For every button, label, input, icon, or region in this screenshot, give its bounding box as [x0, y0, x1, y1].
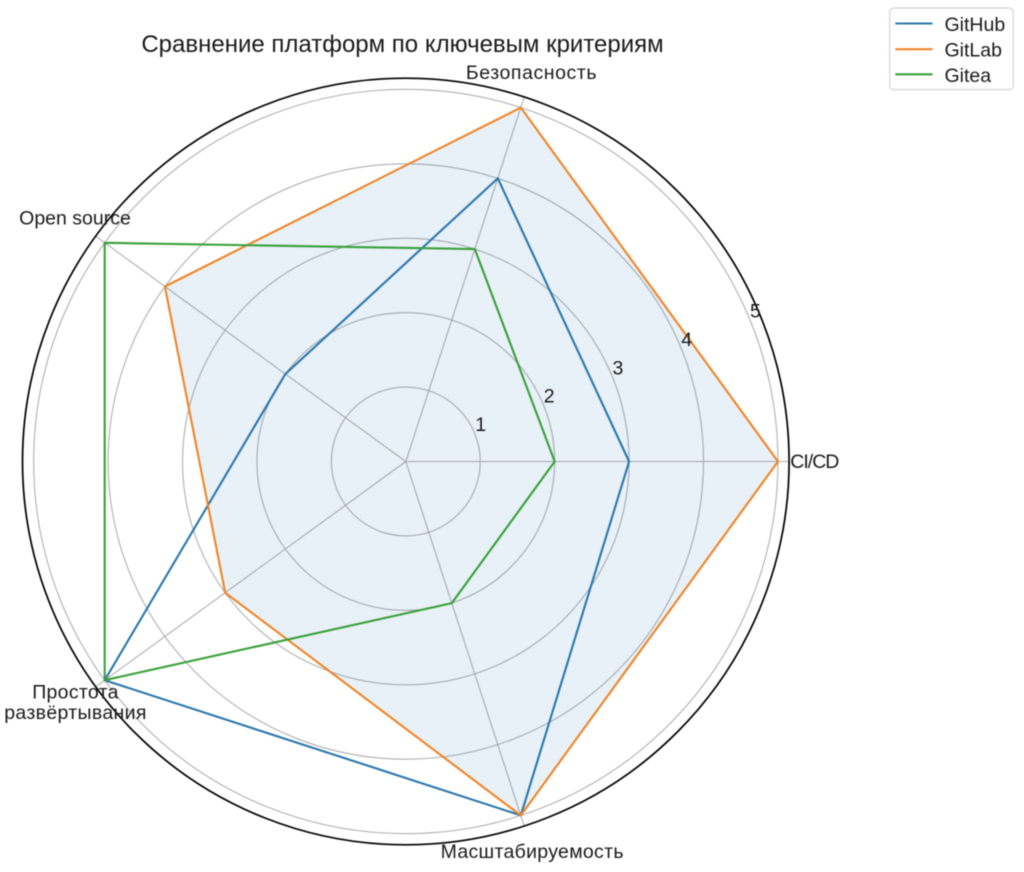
svg-text:4: 4: [681, 329, 692, 351]
svg-text:GitLab: GitLab: [945, 39, 1003, 61]
svg-text:Сравнение платформ по ключевым: Сравнение платформ по ключевым критериям: [141, 31, 663, 58]
svg-text:развёртывания: развёртывания: [4, 702, 146, 724]
svg-text:1: 1: [475, 414, 486, 436]
svg-text:Безопасность: Безопасность: [466, 62, 597, 84]
svg-text:3: 3: [612, 357, 623, 379]
svg-text:2: 2: [544, 386, 555, 408]
svg-text:Gitea: Gitea: [945, 65, 992, 87]
svg-text:CI/CD: CI/CD: [790, 451, 839, 473]
svg-text:Простота: Простота: [32, 682, 119, 704]
svg-text:Open source: Open source: [19, 208, 131, 230]
svg-text:GitHub: GitHub: [945, 14, 1006, 36]
svg-text:5: 5: [750, 301, 761, 323]
svg-text:Масштабируемость: Масштабируемость: [441, 841, 624, 863]
